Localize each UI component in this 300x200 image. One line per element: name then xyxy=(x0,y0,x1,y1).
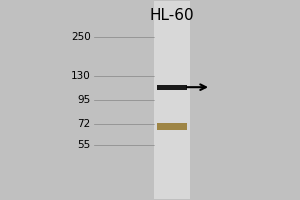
FancyBboxPatch shape xyxy=(154,1,190,199)
Text: 130: 130 xyxy=(71,71,91,81)
Text: 95: 95 xyxy=(77,95,91,105)
Text: 55: 55 xyxy=(77,140,91,150)
FancyBboxPatch shape xyxy=(158,85,187,90)
FancyBboxPatch shape xyxy=(158,123,187,130)
Text: 250: 250 xyxy=(71,32,91,42)
Text: 72: 72 xyxy=(77,119,91,129)
Text: HL-60: HL-60 xyxy=(150,8,195,23)
